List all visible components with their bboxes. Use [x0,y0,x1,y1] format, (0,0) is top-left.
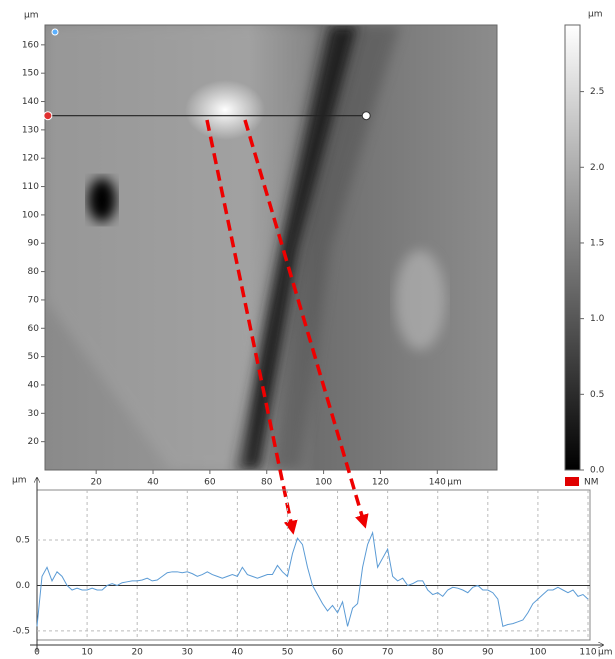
x-tick-label: 20 [90,478,102,488]
colorbar-tick-label: 1.0 [590,314,605,324]
y-tick-label: 130 [22,125,39,135]
y-tick-label: 80 [28,267,40,277]
y-tick-label: 150 [22,69,39,79]
x-tick-label: 60 [204,478,216,488]
profile-series [36,530,589,628]
x-tick-label: 0 [34,648,40,658]
y-tick-label: 30 [28,409,40,419]
y-tick-label: 90 [28,239,40,249]
x-tick-label: 80 [432,648,444,658]
height-image [45,25,497,470]
colorbar-tick-label: 0.0 [590,466,605,476]
colorbar-tick-label: 2.0 [590,163,605,173]
y-tick-label: 160 [22,40,39,50]
y-tick-label: 20 [28,437,40,447]
y-tick-label: 110 [22,182,39,192]
colorbar-unit: µm [588,10,603,20]
legend-label: NM [584,478,599,488]
x-unit: µm [598,648,613,658]
y-tick-label: 0.5 [16,536,30,546]
legend-swatch [565,477,579,486]
colorbar-tick-label: 2.5 [590,87,604,97]
y-unit: µm [24,11,39,21]
profile-frame [36,489,591,641]
y-tick-label: 0.0 [16,581,31,591]
y-tick-label: 140 [22,97,39,107]
annotation-arrows [205,119,369,535]
image-frame [44,24,498,471]
colorbar [564,24,581,471]
x-tick-label: 70 [382,648,394,658]
y-tick-label: -0.5 [12,626,30,636]
x-tick-label: 100 [529,648,546,658]
y-tick-label: 100 [22,210,39,220]
y-tick-label: 40 [28,380,40,390]
profile-end [361,111,371,121]
colorbar-tick-label: 0.5 [590,390,604,400]
y-tick-label: 70 [28,295,40,305]
x-tick-label: 110 [579,648,596,658]
x-tick-label: 40 [232,648,244,658]
x-tick-label: 80 [261,478,273,488]
y-unit: µm [12,476,27,486]
x-tick-label: 10 [81,648,93,658]
y-tick-label: 120 [22,154,39,164]
x-tick-label: 40 [147,478,159,488]
y-tick-label: 50 [28,352,40,362]
x-tick-label: 100 [315,478,332,488]
y-tick-label: 60 [28,324,40,334]
colorbar-tick-label: 1.5 [590,238,604,248]
x-tick-label: 90 [482,648,494,658]
x-tick-label: 120 [372,478,389,488]
x-tick-label: 30 [182,648,194,658]
x-tick-label: 140 [429,478,446,488]
profile-start [43,111,53,121]
x-tick-label: 60 [332,648,344,658]
x-tick-label: 20 [131,648,143,658]
x-tick-label: 50 [282,648,294,658]
x-unit: µm [447,478,462,488]
